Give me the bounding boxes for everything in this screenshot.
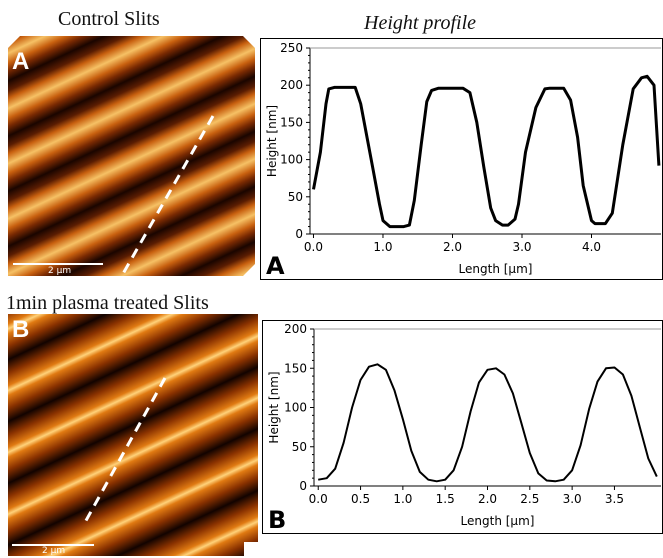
x-tick-label: 2.5 bbox=[520, 492, 539, 506]
x-tick-label: 3.0 bbox=[563, 492, 582, 506]
y-tick-label: 100 bbox=[284, 401, 307, 415]
afm-image-a-svg bbox=[8, 36, 255, 276]
x-tick-label: 1.0 bbox=[393, 492, 412, 506]
x-tick-label: 2.0 bbox=[443, 240, 462, 254]
y-tick-label: 0 bbox=[299, 479, 307, 493]
x-tick-label: 0.5 bbox=[351, 492, 370, 506]
chart-a-svg: 0 50 100 150 200 250 0.0 1.0 2.0 3.0 4.0 Length [µm… bbox=[260, 38, 663, 280]
y-tick-label: 0 bbox=[295, 227, 303, 241]
x-tick-label: 3.5 bbox=[605, 492, 624, 506]
profile-line-b bbox=[81, 377, 167, 527]
y-tick-label: 200 bbox=[280, 78, 303, 92]
y-tick-label: 50 bbox=[288, 190, 303, 204]
y-tick-label: 150 bbox=[284, 361, 307, 375]
scale-bar-label-b: 2 µm bbox=[42, 546, 66, 556]
height-profile-series bbox=[312, 74, 661, 229]
corner-mask bbox=[243, 36, 255, 48]
afm-image-b: B 2 µm bbox=[8, 314, 258, 556]
x-tick-label: 1.5 bbox=[436, 492, 455, 506]
control-slits-title: Control Slits bbox=[58, 8, 160, 30]
panel-label-b: B bbox=[12, 316, 30, 343]
chart-border bbox=[262, 320, 663, 534]
afm-image-b-svg bbox=[8, 314, 258, 556]
x-tick-label: 2.0 bbox=[478, 492, 497, 506]
chart-panel-label: B bbox=[268, 506, 286, 534]
y-axis-label: Height [nm] bbox=[267, 371, 281, 443]
height-profile-chart-a: 0 50 100 150 200 250 0.0 1.0 2.0 3.0 4.0 Length [µm… bbox=[260, 38, 663, 280]
panel-label-a: A bbox=[12, 48, 30, 75]
y-tick-label: 250 bbox=[280, 41, 303, 55]
y-axis-label: Height [nm] bbox=[265, 105, 279, 177]
x-axis-label: Length [µm] bbox=[459, 262, 533, 276]
plasma-slits-title: 1min plasma treated Slits bbox=[6, 292, 209, 314]
x-tick-label: 3.0 bbox=[512, 240, 531, 254]
x-tick-label: 0.0 bbox=[309, 492, 328, 506]
corner-mask bbox=[8, 36, 20, 48]
height-profile-chart-b: 0 50 100 150 200 0.0 0.5 1.0 1.5 2.0 2.5 3.0 3.5 Leng… bbox=[262, 320, 663, 534]
corner-mask bbox=[243, 264, 255, 276]
chart-b-svg: 0 50 100 150 200 0.0 0.5 1.0 1.5 2.0 2.5 3.0 3.5 Leng… bbox=[262, 320, 663, 534]
y-tick-label: 100 bbox=[280, 153, 303, 167]
y-tick-label: 50 bbox=[292, 440, 307, 454]
x-tick-label: 0.0 bbox=[304, 240, 323, 254]
corner-mask bbox=[244, 542, 258, 556]
y-tick-label: 200 bbox=[284, 322, 307, 336]
x-tick-label: 4.0 bbox=[582, 240, 601, 254]
x-axis-label: Length [µm] bbox=[461, 514, 535, 528]
afm-b-surface bbox=[8, 314, 258, 556]
y-tick-label: 150 bbox=[280, 115, 303, 129]
height-profile-series bbox=[318, 363, 658, 483]
chart-panel-label: A bbox=[266, 252, 285, 280]
chart-border bbox=[260, 38, 663, 280]
height-profile-title: Height profile bbox=[364, 12, 477, 34]
afm-image-a: A 2 µm bbox=[8, 36, 255, 276]
scale-bar-label-a: 2 µm bbox=[48, 266, 72, 276]
afm-a-surface bbox=[8, 36, 255, 276]
x-tick-label: 1.0 bbox=[373, 240, 392, 254]
